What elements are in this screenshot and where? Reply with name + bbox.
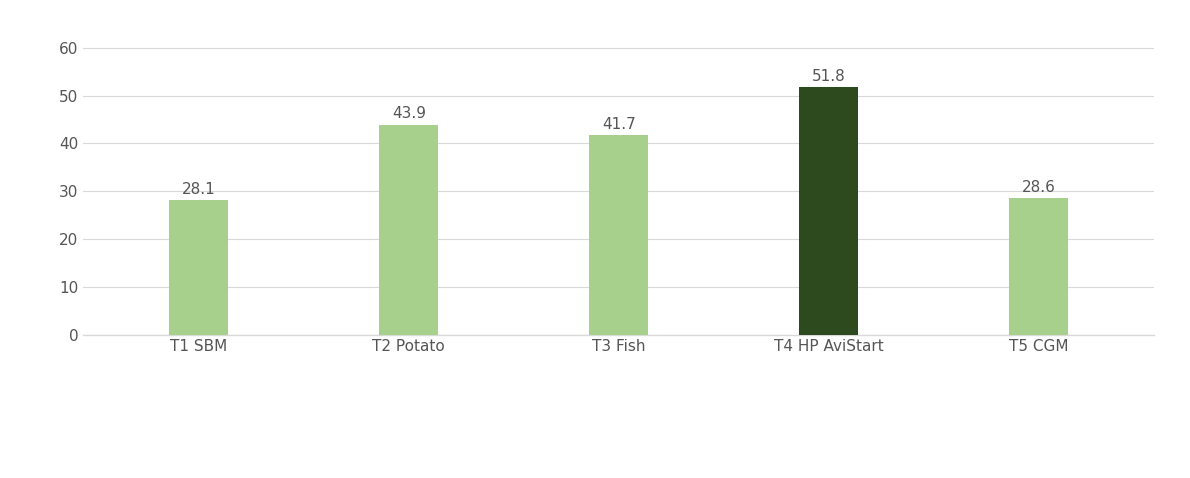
Bar [1009,198,1069,335]
Text: 28.1: 28.1 [182,182,215,197]
Text: 28.6: 28.6 [1022,180,1056,195]
Bar [589,135,649,335]
Text: 51.8: 51.8 [812,69,846,84]
Text: 41.7: 41.7 [602,117,635,132]
Text: 43.9: 43.9 [392,107,426,121]
Bar [380,125,438,335]
Bar [169,200,228,335]
Bar [800,87,858,335]
